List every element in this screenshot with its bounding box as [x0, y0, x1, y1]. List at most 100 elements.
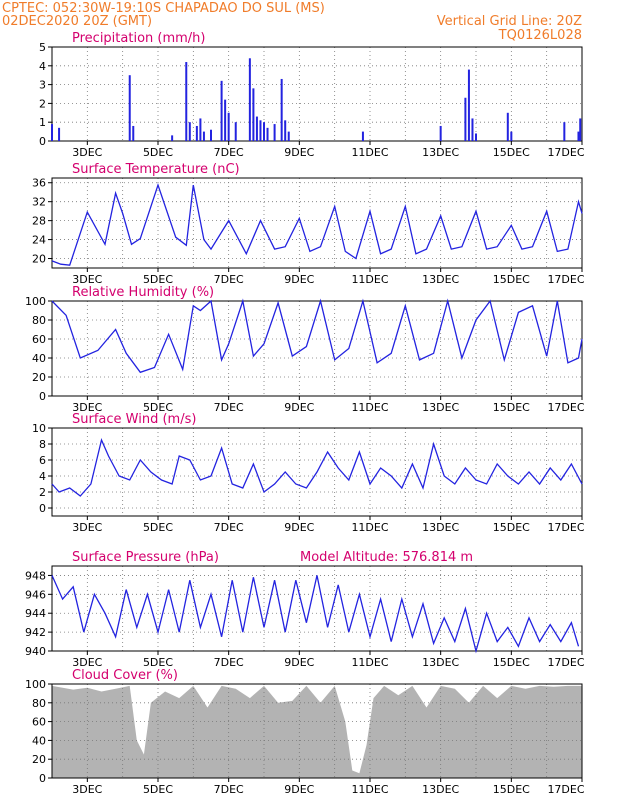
- x-tick-label: 13DEC: [422, 401, 459, 414]
- y-tick-label: 0: [39, 135, 46, 148]
- y-tick-label: 5: [39, 41, 46, 54]
- precip-bar: [361, 131, 364, 141]
- x-tick-label: 15DEC: [493, 521, 530, 534]
- precip-bar: [128, 75, 131, 141]
- precip-bar: [510, 131, 513, 141]
- series-line: [51, 183, 583, 266]
- precip-bar: [224, 99, 227, 141]
- x-tick-label: 7DEC: [214, 521, 244, 534]
- y-tick-label: 20: [32, 371, 46, 384]
- panel-4: Surface Pressure (hPa) Model Altitude: 57…: [25, 550, 585, 669]
- x-tick-label: 9DEC: [284, 783, 314, 796]
- panel-title: Surface Pressure (hPa): [72, 550, 219, 565]
- panel-title: Surface Temperature (nC): [72, 162, 240, 177]
- precip-bar: [188, 122, 191, 141]
- x-tick-label: 5DEC: [143, 401, 173, 414]
- y-tick-label: 2: [39, 97, 46, 110]
- x-tick-label: 5DEC: [143, 656, 173, 669]
- x-tick-label: 3DEC: [72, 521, 102, 534]
- x-tick-label: 11DEC: [351, 521, 388, 534]
- x-tick-label: 7DEC: [214, 656, 244, 669]
- precip-bar: [202, 131, 205, 141]
- precip-bar: [273, 124, 276, 141]
- panel-title: Surface Wind (m/s): [72, 412, 196, 427]
- x-tick-label: 5DEC: [143, 783, 173, 796]
- y-tick-label: 0: [39, 390, 46, 403]
- x-tick-label: 3DEC: [72, 401, 102, 414]
- y-tick-label: 1: [39, 116, 46, 129]
- precip-bar: [263, 122, 265, 141]
- precip-bar: [234, 122, 237, 141]
- precip-bar: [284, 120, 287, 141]
- header-date: 02DEC2020 20Z (GMT): [2, 14, 152, 29]
- panel-2: Relative Humidity (%) 0 20 40 60 80 100 3DEC 5DE…: [25, 285, 585, 414]
- x-tick-label: 5DEC: [143, 521, 173, 534]
- y-tick-label: 60: [32, 333, 46, 346]
- cloud-cover-area: [52, 685, 582, 778]
- precip-bar: [259, 120, 262, 141]
- panel-annotation: Model Altitude: 576.814 m: [300, 550, 473, 565]
- precip-bar: [58, 127, 61, 141]
- series-line: [51, 298, 583, 374]
- y-tick-label: 28: [32, 215, 46, 228]
- precip-bar: [506, 112, 509, 141]
- precip-bar: [220, 80, 223, 141]
- precip-bar: [577, 131, 580, 141]
- x-tick-label: 7DEC: [214, 273, 244, 286]
- x-tick-label: 11DEC: [351, 656, 388, 669]
- precip-bar: [195, 125, 198, 141]
- y-tick-label: 20: [32, 253, 46, 266]
- precip-bar: [475, 133, 477, 141]
- x-tick-label: 9DEC: [284, 273, 314, 286]
- x-tick-label: 3DEC: [72, 146, 102, 159]
- precip-bar: [287, 131, 290, 141]
- x-tick-label: 3DEC: [72, 273, 102, 286]
- x-tick-label: 15DEC: [493, 401, 530, 414]
- panel-title: Cloud Cover (%): [72, 668, 178, 683]
- y-tick-label: 40: [32, 734, 46, 747]
- x-tick-label: 13DEC: [422, 521, 459, 534]
- precip-bar: [210, 129, 212, 141]
- y-tick-label: 6: [39, 454, 46, 467]
- x-tick-label: 11DEC: [351, 146, 388, 159]
- precip-bar: [132, 125, 135, 141]
- x-tick-label: 17DEC: [547, 146, 584, 159]
- y-tick-label: 80: [32, 697, 46, 710]
- x-tick-label: 7DEC: [214, 146, 244, 159]
- precip-bar: [563, 122, 566, 141]
- y-tick-label: 32: [32, 196, 46, 209]
- panel-frame: [51, 565, 583, 652]
- y-tick-label: 100: [25, 678, 46, 691]
- panel-3: Surface Wind (m/s) 0 2 4 6 8 10 3DEC 5DEC 7DEC 9DE…: [32, 412, 585, 534]
- x-tick-label: 17DEC: [547, 521, 584, 534]
- panel-5: Cloud Cover (%) 0 20 40 60 80 100 3DEC 5DEC 7DEC 9…: [25, 668, 585, 796]
- y-tick-label: 4: [39, 470, 46, 483]
- panel-title: Precipitation (mm/h): [72, 31, 205, 46]
- x-tick-label: 3DEC: [72, 656, 102, 669]
- precip-bar: [266, 127, 269, 141]
- y-tick-label: 944: [25, 607, 46, 620]
- y-tick-label: 0: [39, 772, 46, 785]
- x-tick-label: 9DEC: [284, 656, 314, 669]
- series-line: [51, 437, 583, 497]
- precip-bar: [471, 118, 474, 141]
- x-tick-label: 13DEC: [422, 656, 459, 669]
- y-tick-label: 3: [39, 79, 46, 92]
- series-line: [51, 575, 580, 654]
- y-tick-label: 40: [32, 352, 46, 365]
- x-tick-label: 17DEC: [547, 401, 584, 414]
- x-tick-label: 15DEC: [493, 783, 530, 796]
- panel-frame: [51, 177, 583, 269]
- x-tick-label: 15DEC: [493, 146, 530, 159]
- precip-bar: [464, 97, 467, 141]
- precip-bar: [467, 69, 470, 141]
- x-tick-label: 13DEC: [422, 783, 459, 796]
- precip-bar: [255, 116, 258, 141]
- panel-frame: [51, 683, 583, 779]
- precip-bar: [252, 88, 255, 141]
- x-tick-label: 13DEC: [422, 146, 459, 159]
- y-tick-label: 942: [25, 626, 46, 639]
- x-tick-label: 5DEC: [143, 146, 173, 159]
- header-location: CPTEC: 052:30W-19:10S CHAPADAO DO SUL (M…: [2, 1, 325, 16]
